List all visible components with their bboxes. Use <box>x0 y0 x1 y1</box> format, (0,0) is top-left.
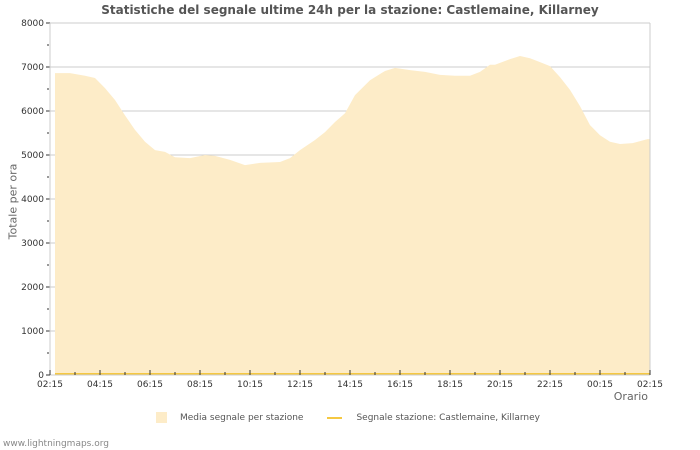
svg-text:8000: 8000 <box>21 19 44 29</box>
svg-text:02:15: 02:15 <box>37 380 63 390</box>
svg-text:5000: 5000 <box>21 151 44 161</box>
legend-item-average: Media segnale per stazione <box>156 412 303 423</box>
legend-label-station: Segnale stazione: Castlemaine, Killarney <box>356 412 540 423</box>
svg-text:00:15: 00:15 <box>587 380 613 390</box>
legend: Media segnale per stazione Segnale stazi… <box>156 412 540 423</box>
footer-link[interactable]: www.lightningmaps.org <box>3 439 109 449</box>
svg-text:2000: 2000 <box>21 283 44 293</box>
svg-text:0: 0 <box>38 371 44 381</box>
svg-text:20:15: 20:15 <box>487 380 513 390</box>
svg-text:14:15: 14:15 <box>337 380 363 390</box>
average-signal-area <box>55 56 650 375</box>
legend-label-average: Media segnale per stazione <box>180 412 304 423</box>
svg-text:18:15: 18:15 <box>437 380 463 390</box>
svg-text:7000: 7000 <box>21 63 44 73</box>
svg-text:12:15: 12:15 <box>287 380 313 390</box>
svg-text:06:15: 06:15 <box>137 380 163 390</box>
svg-text:4000: 4000 <box>21 195 44 205</box>
y-tick-labels: 0 1000 2000 3000 4000 5000 6000 7000 8000 <box>21 19 44 381</box>
x-axis-label: Orario <box>613 390 648 403</box>
svg-text:3000: 3000 <box>21 239 44 249</box>
svg-text:04:15: 04:15 <box>87 380 113 390</box>
svg-text:6000: 6000 <box>21 107 44 117</box>
svg-text:16:15: 16:15 <box>387 380 413 390</box>
axes <box>46 22 651 376</box>
area-swatch-icon <box>156 412 167 423</box>
line-swatch-icon <box>327 416 343 419</box>
chart-title: Statistiche del segnale ultime 24h per l… <box>101 3 599 17</box>
legend-item-station: Segnale stazione: Castlemaine, Killarney <box>327 413 540 423</box>
svg-text:10:15: 10:15 <box>237 380 263 390</box>
svg-text:22:15: 22:15 <box>537 380 563 390</box>
svg-text:1000: 1000 <box>21 327 44 337</box>
x-tick-labels: 02:15 04:15 06:15 08:15 10:15 12:15 14:15 16:15… <box>37 380 663 390</box>
svg-text:02:15: 02:15 <box>637 380 663 390</box>
svg-text:08:15: 08:15 <box>187 380 213 390</box>
